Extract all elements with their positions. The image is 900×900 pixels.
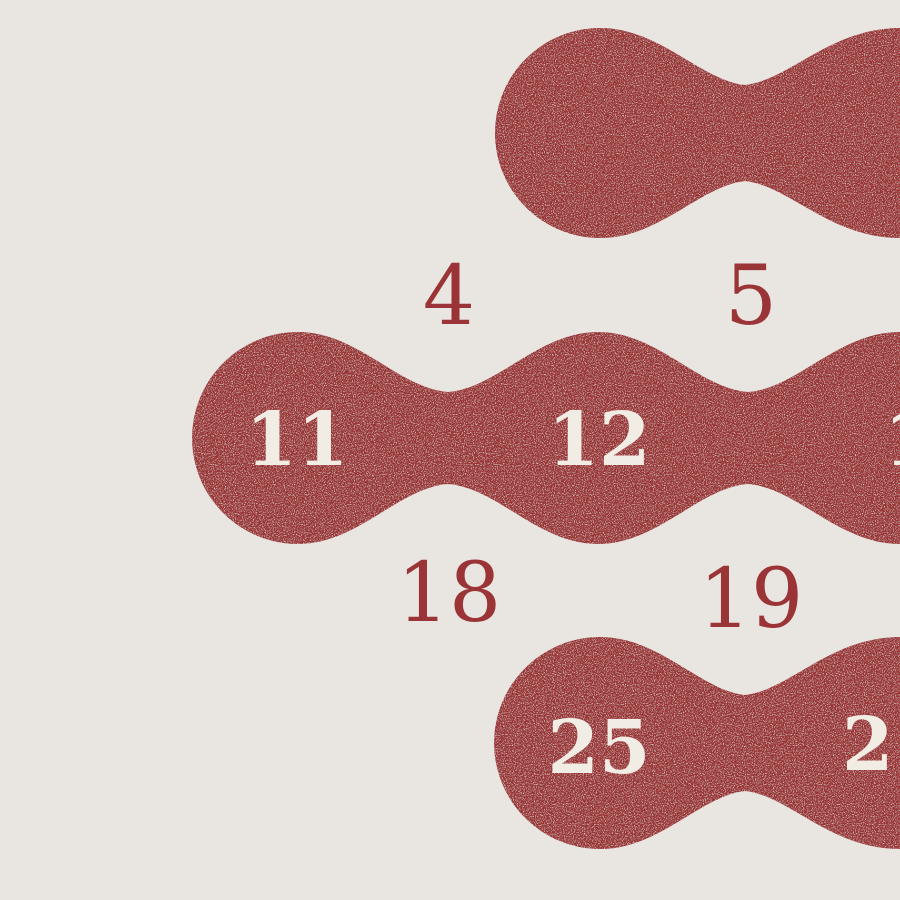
day-26-partial: 2 xyxy=(842,702,894,788)
highlight-blob-row1 xyxy=(495,28,900,238)
day-18: 18 xyxy=(396,546,502,641)
day-12: 12 xyxy=(547,397,651,483)
day-25: 25 xyxy=(547,705,651,791)
day-13-partial: 1 xyxy=(884,403,900,477)
day-4: 4 xyxy=(422,249,476,344)
day-19: 19 xyxy=(698,552,804,647)
day-11: 11 xyxy=(245,397,349,483)
highlight-blob-row3 xyxy=(494,637,900,849)
highlight-blob-row2 xyxy=(192,332,900,544)
day-5: 5 xyxy=(724,249,778,344)
